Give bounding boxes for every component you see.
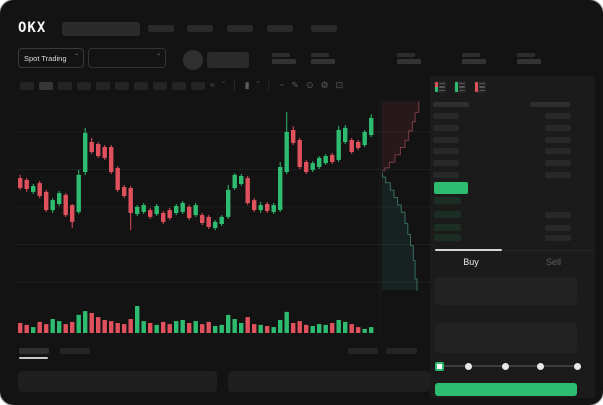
orderbook-view-toggles: [434, 81, 486, 93]
bid-amount-placeholder: [545, 235, 571, 241]
token-avatar[interactable]: [183, 50, 203, 70]
ask-price-placeholder[interactable]: [433, 137, 459, 143]
nav-item-placeholder[interactable]: [267, 25, 293, 32]
timeframe-button[interactable]: [96, 82, 110, 90]
market-type-label: Spot Trading: [24, 53, 67, 63]
ask-amount-placeholder: [545, 148, 571, 154]
volume-bars: [18, 306, 374, 333]
ask-amount-placeholder: [545, 160, 571, 166]
price-input[interactable]: [435, 277, 577, 305]
slider-stop-dot[interactable]: [536, 362, 544, 370]
active-tab-indicator: [435, 249, 502, 251]
slider-handle[interactable]: [434, 361, 444, 371]
ticker-stat-placeholder: [311, 53, 337, 65]
pair-name-placeholder[interactable]: [207, 52, 249, 68]
bid-amount-placeholder: [545, 212, 571, 218]
timeframe-button[interactable]: [134, 82, 148, 90]
tab-buy[interactable]: Buy: [430, 252, 512, 272]
nav-item-placeholder[interactable]: [148, 25, 174, 32]
amount-input[interactable]: [435, 323, 577, 353]
timeframe-button[interactable]: [115, 82, 129, 90]
timeframe-button[interactable]: [39, 82, 53, 90]
slider-stop-dot[interactable]: [501, 362, 509, 370]
chevron-down-icon: ˇ: [157, 53, 160, 62]
bottom-tab-underline: [19, 357, 48, 359]
bid-price-placeholder[interactable]: [434, 234, 461, 241]
timeframe-button[interactable]: [58, 82, 72, 90]
chart-style-icon[interactable]: ▮: [244, 79, 250, 90]
okx-logo: OKX: [18, 20, 47, 36]
toolbar-divider: │: [231, 80, 238, 90]
bottom-tab-2[interactable]: [60, 348, 90, 354]
bottom-tab-active[interactable]: [19, 348, 49, 354]
ticker-stat-placeholder: [397, 53, 423, 65]
timeframe-bar: [20, 82, 205, 90]
camera-icon[interactable]: ⊙: [305, 79, 314, 90]
settings-icon[interactable]: ⚙: [320, 79, 329, 90]
indicators-icon[interactable]: ≈: [210, 79, 215, 90]
orderbook-trade-panel: Buy Sell: [430, 76, 595, 398]
buy-button[interactable]: [435, 383, 577, 396]
book-asks-icon[interactable]: [474, 81, 486, 93]
tab-divider: [430, 250, 595, 251]
nav-item-placeholder[interactable]: [187, 25, 213, 32]
line-tool-icon[interactable]: ~: [279, 79, 285, 90]
draw-icon[interactable]: ✎: [291, 79, 299, 90]
ask-amount-placeholder: [545, 125, 571, 131]
fullscreen-icon[interactable]: ⊡: [335, 79, 344, 90]
depth-profile: [379, 98, 420, 334]
pair-select-dropdown[interactable]: ˇ: [88, 48, 166, 68]
book-both-icon[interactable]: [434, 81, 446, 93]
slider-stop-dot[interactable]: [573, 362, 581, 370]
orderbook-amount-header: [530, 102, 570, 107]
chevron-down-icon[interactable]: ˇ: [256, 79, 260, 90]
ask-amount-placeholder: [545, 172, 571, 178]
timeframe-button[interactable]: [153, 82, 167, 90]
ask-price-placeholder[interactable]: [433, 113, 459, 119]
timeframe-button[interactable]: [172, 82, 186, 90]
ask-amount-placeholder: [545, 113, 571, 119]
chevron-down-icon[interactable]: ˇ: [221, 79, 225, 90]
ask-price-placeholder[interactable]: [433, 148, 459, 154]
gridlines: [14, 131, 430, 283]
nav-item-placeholder[interactable]: [311, 25, 337, 32]
candles: [18, 112, 374, 231]
nav-item-placeholder[interactable]: [227, 25, 253, 32]
chart-tools-bar: ≈ ˇ │ ▮ ˇ │ ~ ✎ ⊙ ⚙ ⊡: [210, 77, 343, 93]
chevron-down-icon: ˇ: [75, 53, 78, 62]
toolbar-divider: │: [266, 80, 273, 90]
book-bids-icon[interactable]: [454, 81, 466, 93]
ticker-stat-placeholder: [462, 53, 488, 65]
timeframe-button[interactable]: [77, 82, 91, 90]
timeframe-button[interactable]: [20, 82, 34, 90]
last-price-highlight[interactable]: [434, 182, 468, 194]
tab-sell[interactable]: Sell: [512, 252, 595, 272]
bid-price-placeholder[interactable]: [434, 197, 461, 204]
orders-list-placeholder: [18, 371, 217, 392]
ticker-stat-placeholder: [272, 53, 298, 65]
bottom-filter-chip-2[interactable]: [386, 348, 417, 354]
ask-price-placeholder[interactable]: [433, 125, 459, 131]
price-chart[interactable]: [14, 96, 430, 336]
history-list-placeholder: [228, 371, 430, 392]
slider-stop-dot[interactable]: [464, 362, 472, 370]
ask-amount-placeholder: [545, 137, 571, 143]
search-input[interactable]: [62, 22, 140, 36]
timeframe-button[interactable]: [191, 82, 205, 90]
bid-price-placeholder[interactable]: [434, 211, 461, 218]
ticker-stat-placeholder: [517, 53, 543, 65]
ask-price-placeholder[interactable]: [433, 160, 459, 166]
orderbook-price-header: [433, 102, 469, 107]
bid-amount-placeholder: [545, 225, 571, 231]
bid-price-placeholder[interactable]: [434, 224, 461, 231]
market-type-dropdown[interactable]: Spot Trading ˇ: [18, 48, 84, 68]
bottom-filter-chip-1[interactable]: [348, 348, 378, 354]
ask-price-placeholder[interactable]: [433, 172, 459, 178]
